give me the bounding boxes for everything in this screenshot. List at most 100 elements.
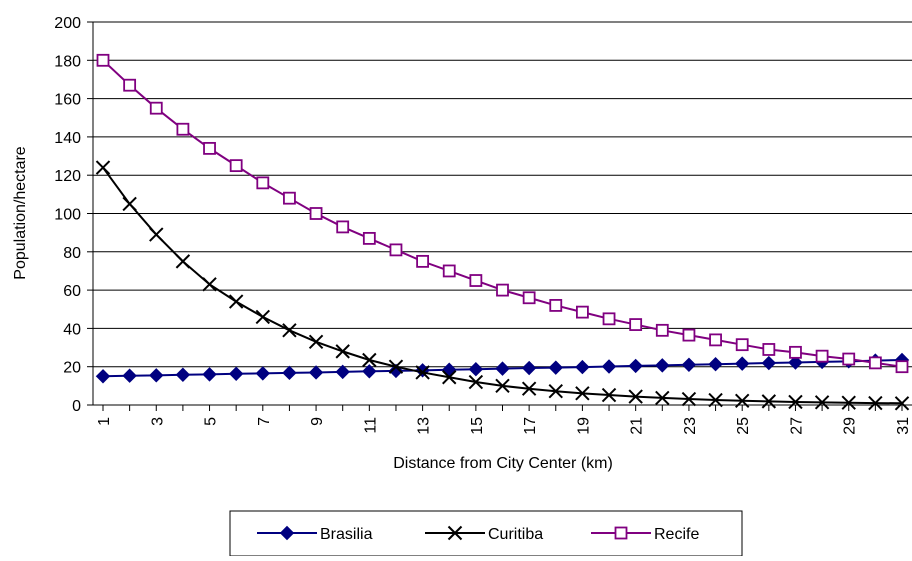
data-point-brasilia bbox=[548, 360, 563, 375]
data-point-brasilia bbox=[681, 357, 697, 372]
data-point-recife bbox=[522, 291, 536, 305]
data-point-curitiba bbox=[415, 365, 430, 380]
data-point-recife bbox=[496, 283, 509, 297]
legend-item-brasilia: Brasilia bbox=[257, 525, 373, 543]
y-tick-label: 60 bbox=[63, 283, 81, 300]
data-point-brasilia bbox=[95, 369, 111, 384]
data-point-recife bbox=[629, 318, 643, 331]
y-tick-label: 80 bbox=[63, 245, 81, 262]
legend-label-recife: Recife bbox=[654, 526, 699, 543]
x-tick-label: 7 bbox=[256, 417, 273, 426]
data-point-brasilia bbox=[255, 366, 271, 381]
data-point-brasilia bbox=[442, 362, 457, 377]
data-point-recife bbox=[283, 191, 296, 205]
data-point-curitiba bbox=[255, 309, 271, 325]
data-point-recife bbox=[655, 323, 669, 337]
data-point-recife bbox=[149, 101, 163, 115]
data-point-recife bbox=[96, 53, 110, 67]
data-point-curitiba bbox=[388, 359, 404, 374]
data-point-curitiba bbox=[149, 227, 164, 242]
data-point-curitiba bbox=[495, 378, 510, 394]
series-group bbox=[95, 53, 910, 411]
data-point-recife bbox=[868, 356, 882, 370]
data-point-curitiba bbox=[282, 323, 297, 338]
data-point-recife bbox=[815, 349, 829, 363]
data-point-brasilia bbox=[202, 367, 217, 382]
data-point-curitiba bbox=[521, 381, 537, 396]
data-point-brasilia bbox=[708, 357, 723, 372]
data-point-recife bbox=[389, 243, 403, 257]
data-point-brasilia bbox=[734, 356, 750, 371]
legend-marker-recife bbox=[614, 526, 628, 540]
y-tick-label: 40 bbox=[63, 321, 81, 338]
data-point-curitiba bbox=[814, 395, 830, 410]
data-point-recife bbox=[362, 231, 376, 245]
gridlines bbox=[93, 21, 912, 368]
y-tick-label: 120 bbox=[54, 168, 81, 185]
x-tick-label: 23 bbox=[682, 417, 699, 435]
x-tick-label: 15 bbox=[469, 417, 486, 435]
data-point-curitiba bbox=[95, 160, 111, 175]
y-tick-label: 20 bbox=[63, 360, 81, 377]
data-point-curitiba bbox=[841, 395, 856, 410]
data-point-brasilia bbox=[282, 365, 297, 381]
x-tick-label: 31 bbox=[895, 417, 912, 435]
data-point-brasilia bbox=[415, 363, 430, 378]
data-point-brasilia bbox=[175, 367, 191, 382]
data-point-curitiba bbox=[228, 294, 244, 309]
data-point-recife bbox=[735, 338, 749, 352]
axes bbox=[87, 21, 912, 411]
data-point-recife bbox=[602, 312, 616, 326]
y-tick-label: 140 bbox=[54, 130, 81, 147]
data-point-curitiba bbox=[788, 394, 803, 410]
x-tick-label: 21 bbox=[629, 417, 646, 435]
data-point-curitiba bbox=[175, 254, 191, 269]
x-tick-label: 5 bbox=[203, 417, 220, 426]
data-point-curitiba bbox=[335, 344, 350, 359]
x-tick-label: 19 bbox=[575, 417, 592, 435]
x-tick-label: 11 bbox=[362, 417, 379, 434]
data-point-recife bbox=[416, 254, 430, 268]
data-point-curitiba bbox=[442, 370, 457, 385]
y-tick-label: 100 bbox=[54, 207, 81, 224]
data-point-curitiba bbox=[681, 391, 697, 407]
data-point-curitiba bbox=[761, 394, 777, 409]
legend-marker-brasilia bbox=[279, 525, 295, 541]
y-tick-label: 0 bbox=[72, 398, 81, 415]
data-point-curitiba bbox=[655, 390, 670, 406]
y-tick-label: 160 bbox=[54, 92, 81, 109]
data-point-brasilia bbox=[335, 364, 350, 380]
x-tick-label: 25 bbox=[735, 417, 752, 435]
data-point-brasilia bbox=[495, 361, 510, 376]
data-point-recife bbox=[709, 333, 722, 347]
data-point-curitiba bbox=[601, 387, 617, 403]
data-point-recife bbox=[549, 299, 563, 312]
x-tick-label: 27 bbox=[788, 417, 805, 435]
data-point-curitiba bbox=[734, 393, 750, 408]
x-tick-label: 13 bbox=[416, 417, 433, 435]
legend-marker-curitiba bbox=[447, 525, 463, 541]
data-point-brasilia bbox=[655, 358, 670, 373]
data-point-recife bbox=[176, 122, 190, 136]
data-point-recife bbox=[203, 141, 216, 155]
data-point-curitiba bbox=[122, 196, 137, 212]
data-point-brasilia bbox=[521, 360, 537, 376]
x-tick-label: 9 bbox=[309, 417, 326, 426]
data-point-brasilia bbox=[575, 359, 590, 375]
data-point-recife bbox=[682, 328, 696, 342]
x-tick-label: 17 bbox=[522, 417, 539, 435]
y-axis-title: Population/hectare bbox=[12, 146, 29, 280]
legend-item-recife: Recife bbox=[591, 526, 699, 543]
data-point-brasilia bbox=[149, 368, 164, 383]
data-point-brasilia bbox=[761, 355, 777, 371]
y-tick-label: 200 bbox=[54, 15, 81, 32]
x-tick-label: 1 bbox=[96, 417, 113, 426]
data-point-curitiba bbox=[708, 392, 723, 408]
data-point-brasilia bbox=[308, 365, 324, 380]
legend-label-brasilia: Brasilia bbox=[320, 526, 373, 543]
legend-label-curitiba: Curitiba bbox=[488, 526, 543, 543]
data-point-recife bbox=[469, 274, 483, 287]
series-recife bbox=[96, 53, 909, 374]
